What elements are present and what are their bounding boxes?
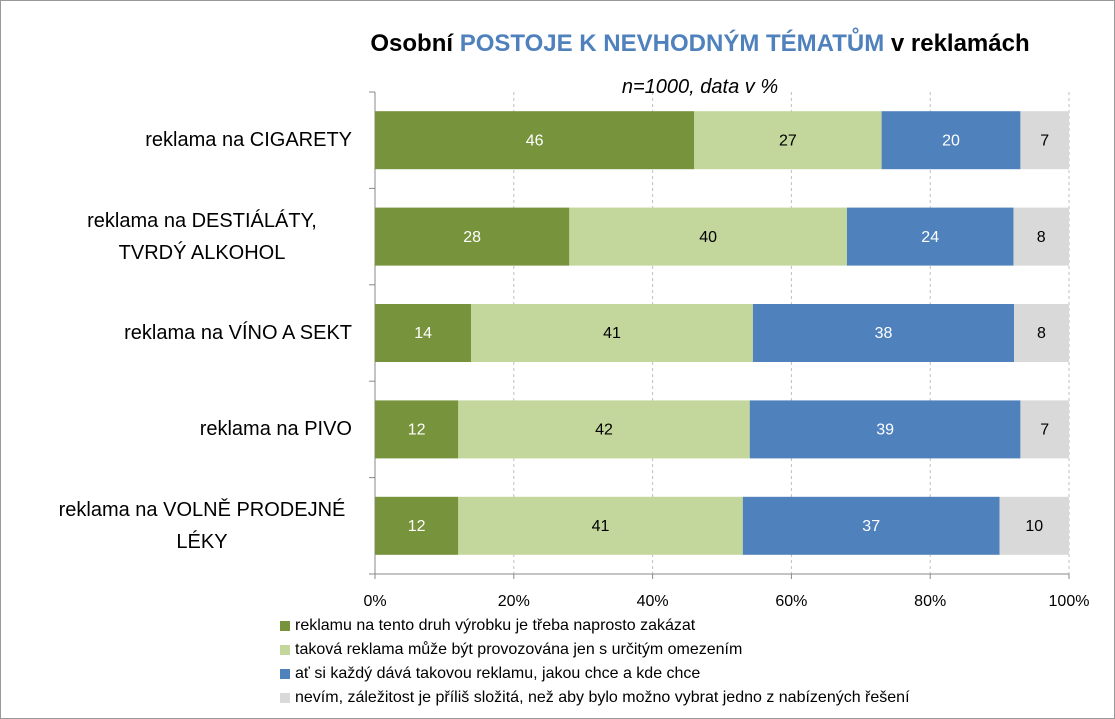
y-tick-label: reklama na CIGARETY [7, 108, 352, 172]
title-part: POSTOJE K NEVHODNÝM TÉMATŮM [459, 30, 885, 57]
y-tick-label: reklama na DESTIÁLÁTY, TVRDÝ ALKOHOL [7, 205, 352, 269]
data-label: 28 [463, 229, 481, 246]
y-tick-label: reklama na PIVO [7, 397, 352, 461]
data-label: 12 [408, 518, 426, 535]
data-label: 8 [1037, 325, 1046, 342]
bar-segment [749, 400, 1021, 459]
bar-segment [1020, 400, 1069, 459]
bar-segment [471, 304, 753, 362]
bar-segment [375, 207, 570, 266]
data-label: 20 [942, 132, 960, 149]
category-text: reklama na CIGARETY [145, 129, 352, 152]
legend-swatch [280, 693, 290, 703]
category-text: reklama na PIVO [199, 418, 352, 441]
legend-swatch [280, 621, 290, 631]
bar-segment [881, 111, 1021, 170]
title-part: v reklamách [890, 30, 1030, 57]
data-label: 46 [526, 132, 544, 149]
x-tick-label: 40% [637, 593, 669, 610]
x-tick-label: 0% [363, 593, 386, 610]
data-label: 12 [408, 422, 426, 439]
data-label: 37 [862, 518, 880, 535]
y-tick-label: reklama na VOLNĚ PRODEJNÉ LÉKY [7, 494, 352, 558]
category-text: reklama na DESTIÁLÁTY, TVRDÝ ALKOHOL [87, 209, 317, 264]
data-label: 27 [779, 132, 797, 149]
category-text: reklama na VOLNĚ PRODEJNÉ LÉKY [58, 498, 346, 553]
bar-segment [375, 400, 459, 459]
bar-segment [375, 496, 459, 555]
x-tick-label: 100% [1049, 593, 1090, 610]
legend-swatch [280, 669, 290, 679]
bar-segment [999, 496, 1069, 555]
bar-segment [458, 496, 743, 555]
bar-segment [1013, 207, 1069, 266]
y-tick-label: reklama na VÍNO A SEKT [7, 301, 352, 365]
legend-label: reklamu na tento druh výrobku je třeba n… [295, 617, 696, 634]
bar-segment [752, 304, 1015, 362]
x-tick-label: 80% [914, 593, 946, 610]
data-label: 41 [592, 518, 610, 535]
data-label: 40 [699, 229, 717, 246]
category-text: reklama na VÍNO A SEKT [124, 322, 352, 344]
bar-segment [1014, 304, 1069, 362]
x-tick-label: 20% [498, 593, 530, 610]
bar-segment [694, 111, 882, 170]
title-part: Osobní [370, 30, 454, 57]
data-label: 41 [603, 325, 621, 342]
data-label: 7 [1040, 132, 1049, 149]
bar-segment [375, 111, 695, 170]
legend-label: taková reklama může být provozována jen … [295, 640, 742, 658]
legend-swatch [280, 645, 290, 655]
data-label: 24 [921, 229, 939, 246]
data-label: 42 [595, 422, 613, 439]
bar-segment [569, 207, 847, 266]
bar-segment [375, 304, 472, 362]
data-label: 14 [414, 325, 432, 342]
x-tick-label: 60% [775, 593, 807, 610]
data-label: 7 [1040, 422, 1049, 439]
data-label: 38 [875, 325, 893, 342]
chart-title: Osobní POSTOJE K NEVHODNÝM TÉMATŮM v rek… [250, 30, 1115, 58]
bar-segment [846, 207, 1014, 266]
chart-subtitle: n=1000, data v % [621, 76, 779, 98]
bar-segment [742, 496, 1000, 555]
legend-label: ať si každý dává takovou reklamu, jakou … [295, 665, 700, 682]
bar-segment [1020, 111, 1069, 170]
data-label: 10 [1025, 518, 1043, 535]
legend-label: nevím, záležitost je příliš složitá, než… [295, 689, 910, 706]
data-label: 8 [1037, 229, 1046, 246]
bar-segment [458, 400, 750, 459]
data-label: 39 [876, 422, 894, 439]
